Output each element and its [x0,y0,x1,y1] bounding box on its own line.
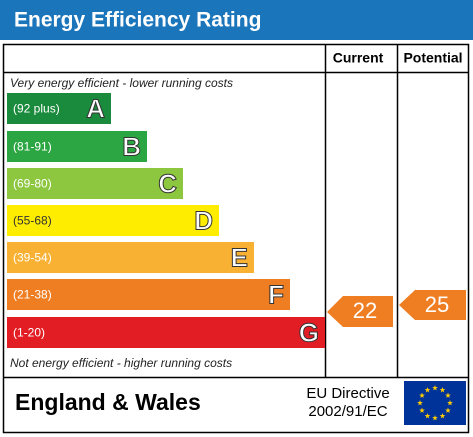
band-letter: B [122,131,141,161]
region: England & Wales [15,389,201,415]
current-header: Current [333,50,384,66]
band-bar [7,317,325,348]
eu-star [432,415,438,421]
eu-star [419,392,425,398]
band-range: (39-54) [13,251,52,265]
band-range: (1-20) [13,326,45,340]
current-arrow [327,296,393,327]
directive-line2: 2002/91/EC [308,403,387,420]
eu-star [432,385,438,391]
band-bar [7,242,254,273]
band-range: (69-80) [13,177,52,191]
eu-star [447,400,453,406]
eu-stars [417,385,453,421]
band-letter: D [194,205,213,235]
band-range: (81-91) [13,140,52,154]
directive-line1: EU Directive [306,385,389,402]
band-bar [7,168,183,199]
frame [2,43,470,434]
eu-star [419,407,425,413]
eu-star [417,400,423,406]
top-note: Very energy efficient - lower running co… [10,76,233,90]
band-letter: G [299,317,319,347]
eu-star [424,387,431,393]
eu-star [439,412,446,419]
band-range: (92 plus) [13,102,60,116]
bottom-note: Not energy efficient - higher running co… [10,356,232,370]
eu-star [445,392,451,398]
eu-star [424,412,431,419]
title: Energy Efficiency Rating [14,9,261,32]
band-bar [7,205,219,236]
bands: (92 plus) A (81-91) B (69-80) C (55-68) D (39-54… [7,93,325,348]
band-letter: E [231,242,248,272]
band-letter: C [158,168,177,198]
band-range: (21-38) [13,288,52,302]
band-letter: F [268,279,284,309]
potential-header: Potential [403,50,462,66]
potential-value: 25 [425,292,449,317]
title-bar [0,0,473,40]
eu-star [439,387,446,393]
potential-arrow [399,290,466,320]
band-bar [7,93,111,124]
band-letter: A [86,93,105,123]
band-range: (55-68) [13,214,52,228]
band-bar [7,279,290,310]
eu-star [445,407,451,413]
current-value: 22 [353,298,377,323]
band-bar [7,131,147,162]
